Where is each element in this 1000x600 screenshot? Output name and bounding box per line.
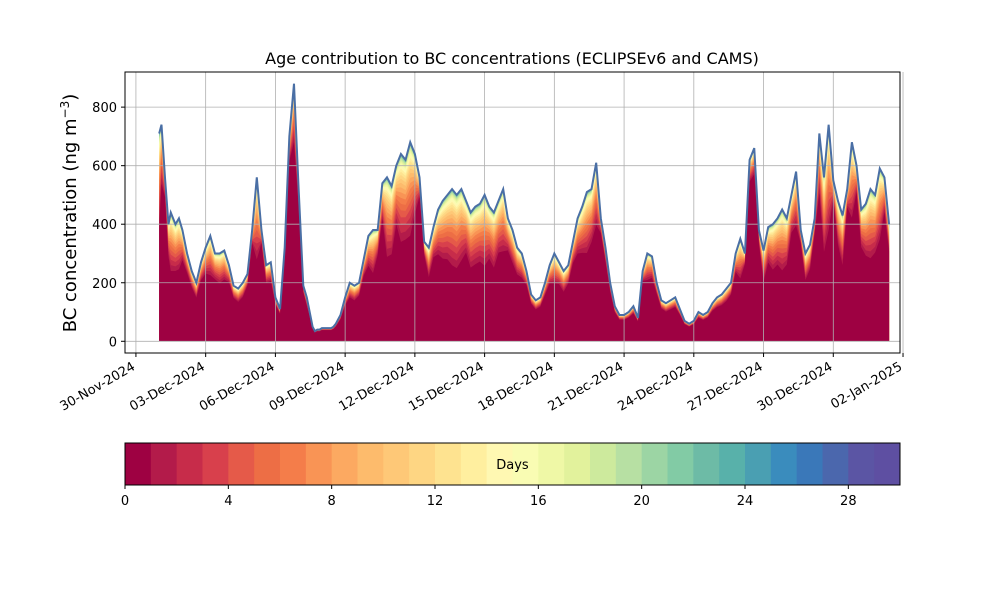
plot-area: 0 200 400 600 800 30-Nov-202403-Dec-202406-D… (58, 71, 905, 415)
chart-title: Age contribution to BC concentrations (E… (265, 49, 759, 68)
total-concentration-line (158, 83, 891, 333)
y-tick-label: 600 (92, 160, 117, 175)
colorbar-cell (822, 443, 849, 485)
y-axis-label: BC concentration (ng m−3) (58, 94, 81, 333)
plot-frame (124, 71, 901, 354)
y-tick-label: 800 (92, 101, 117, 116)
colorbar-cell (719, 443, 746, 485)
stacked-age-areas (159, 83, 890, 342)
colorbar-cell (254, 443, 281, 485)
colorbar-cell (228, 443, 255, 485)
colorbar-cell (538, 443, 565, 485)
colorbar-cell (848, 443, 875, 485)
colorbar-frame (124, 442, 901, 486)
colorbar-cell (796, 443, 823, 485)
colorbar-cell (693, 443, 720, 485)
colorbar-cell (409, 443, 436, 485)
x-tick-label: 09-Dec-2024 (267, 359, 347, 414)
colorbar-cell (486, 443, 513, 485)
x-tick-label: 24-Dec-2024 (615, 359, 695, 414)
colorbar-label: Days (496, 458, 529, 473)
colorbar-cell (564, 443, 591, 485)
colorbar-tick-label: 16 (530, 494, 547, 509)
colorbar-cell (460, 443, 488, 485)
x-tick-label: 02-Jan-2025 (828, 359, 905, 412)
colorbar-tick-label: 24 (737, 494, 754, 509)
x-tick-label: 30-Nov-2024 (58, 359, 138, 414)
colorbar-cell (641, 443, 668, 485)
colorbar-cell (331, 443, 358, 485)
colorbar-cell (745, 443, 772, 485)
x-tick-label: 30-Dec-2024 (755, 359, 835, 414)
colorbar-cell (305, 443, 333, 485)
grid-lines (125, 72, 904, 353)
colorbar-tick-label: 20 (633, 494, 650, 509)
colorbar-cells (125, 443, 901, 485)
colorbar-cell (383, 443, 410, 485)
y-tick-label: 200 (92, 277, 117, 292)
colorbar-cell (590, 443, 617, 485)
x-axis-ticks: 30-Nov-202403-Dec-202406-Dec-202409-Dec-… (58, 353, 905, 415)
colorbar-tick-label: 4 (224, 494, 232, 509)
colorbar-tick-label: 28 (840, 494, 857, 509)
x-tick-label: 15-Dec-2024 (406, 359, 486, 414)
colorbar-cell (125, 443, 152, 485)
colorbar-cell (357, 443, 384, 485)
colorbar-cell (512, 443, 539, 485)
y-tick-label: 0 (109, 335, 117, 350)
x-tick-label: 21-Dec-2024 (546, 359, 626, 414)
x-tick-label: 18-Dec-2024 (476, 359, 556, 414)
age-band-area-0 (159, 142, 890, 342)
colorbar-cell (202, 443, 229, 485)
y-axis-ticks: 0 200 400 600 800 (92, 101, 125, 350)
x-tick-label: 12-Dec-2024 (336, 359, 416, 414)
colorbar-cell (150, 443, 178, 485)
x-tick-label: 03-Dec-2024 (127, 359, 207, 414)
colorbar-cell (280, 443, 307, 485)
colorbar-ticks: 0 4 8 12 16 20 24 28 (121, 485, 857, 509)
colorbar-cell (615, 443, 643, 485)
colorbar: Days 0 4 8 12 16 20 24 28 (121, 442, 901, 509)
colorbar-cell (770, 443, 798, 485)
colorbar-tick-label: 8 (328, 494, 336, 509)
colorbar-tick-label: 12 (427, 494, 444, 509)
y-tick-label: 400 (92, 218, 117, 233)
colorbar-cell (667, 443, 694, 485)
colorbar-tick-label: 0 (121, 494, 129, 509)
colorbar-cell (874, 443, 901, 485)
colorbar-cell (176, 443, 203, 485)
x-tick-label: 27-Dec-2024 (685, 359, 765, 414)
colorbar-cell (435, 443, 462, 485)
x-tick-label: 06-Dec-2024 (197, 359, 277, 414)
